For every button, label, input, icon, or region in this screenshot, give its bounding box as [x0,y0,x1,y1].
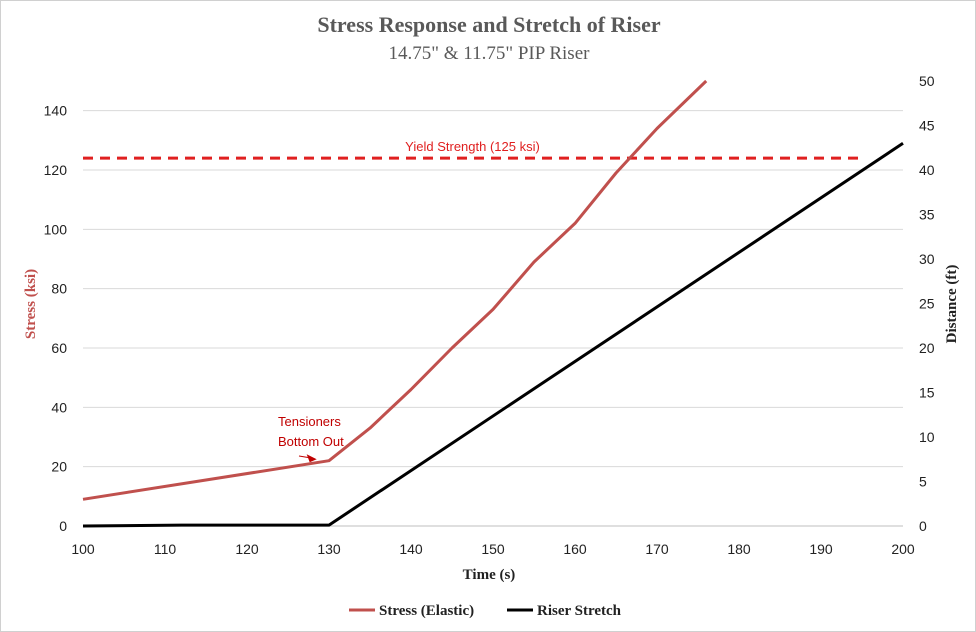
x-tick-label: 130 [317,541,341,557]
y-right-tick-label: 15 [919,385,935,401]
y-right-tick-label: 45 [919,118,935,134]
legend-label: Riser Stretch [537,603,622,619]
x-tick-label: 140 [399,541,423,557]
x-tick-label: 150 [481,541,505,557]
yield-strength-label: Yield Strength (125 ksi) [405,139,540,154]
y-right-tick-label: 10 [919,429,935,445]
y-left-tick-label: 120 [44,162,68,178]
y-left-tick-label: 40 [51,399,67,415]
chart-subtitle: 14.75" & 11.75" PIP Riser [389,43,591,64]
y-left-tick-label: 100 [44,221,68,237]
y-left-tick-label: 60 [51,340,67,356]
y-right-tick-label: 25 [919,296,935,312]
x-tick-label: 170 [645,541,669,557]
y-right-tick-label: 50 [919,73,935,89]
annotation-arrow-head [306,454,317,463]
y-left-tick-label: 80 [51,281,67,297]
y-left-tick-label: 0 [59,518,67,534]
y-right-tick-label: 35 [919,207,935,223]
x-tick-label: 200 [891,541,915,557]
y-right-tick-label: 40 [919,162,935,178]
x-tick-label: 190 [809,541,833,557]
annotation-text: Bottom Out [278,434,344,449]
chart-title: Stress Response and Stretch of Riser [317,12,660,37]
series-line-riser-stretch [82,142,904,528]
tick-labels: 100 110 120 130 140 150 160 170 180 190 2000204060… [44,73,935,557]
x-axis-title: Time (s) [463,567,516,583]
y-right-tick-label: 0 [919,518,927,534]
y-axis-right-title: Distance (ft) [944,265,960,344]
y-right-tick-label: 5 [919,474,927,490]
reference-lines: Yield Strength (125 ksi) [83,139,862,160]
y-axis-left-title: Stress (ksi) [23,269,39,339]
y-left-tick-label: 140 [44,103,68,119]
legend: Stress (Elastic) Riser Stretch [349,603,622,619]
series-line-stress [82,79,708,501]
series-lines [82,79,904,528]
x-tick-label: 160 [563,541,587,557]
legend-label: Stress (Elastic) [379,603,474,619]
annotations: Tensioners Bottom Out [278,414,344,463]
annotation-text: Tensioners [278,414,341,429]
x-tick-label: 110 [154,541,177,557]
y-right-tick-label: 30 [919,251,935,267]
x-tick-label: 100 [71,541,95,557]
y-left-tick-label: 20 [51,459,67,475]
x-tick-label: 180 [727,541,751,557]
x-tick-label: 120 [235,541,259,557]
y-right-tick-label: 20 [919,340,935,356]
gridlines [83,110,903,527]
